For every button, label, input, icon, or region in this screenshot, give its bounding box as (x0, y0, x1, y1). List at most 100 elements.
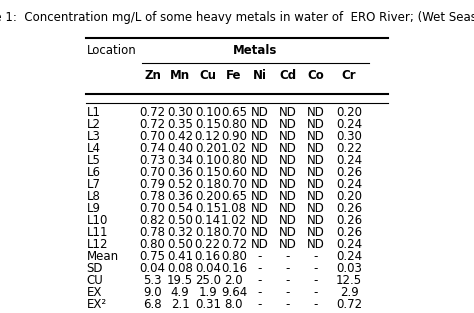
Text: ND: ND (251, 202, 269, 215)
Text: 19.5: 19.5 (167, 274, 193, 287)
Text: 0.04: 0.04 (195, 262, 221, 275)
Text: 0.70: 0.70 (221, 226, 247, 239)
Text: 0.65: 0.65 (221, 190, 247, 203)
Text: 0.08: 0.08 (167, 262, 193, 275)
Text: -: - (285, 298, 290, 310)
Text: 0.78: 0.78 (139, 226, 165, 239)
Text: ND: ND (306, 190, 324, 203)
Text: ND: ND (279, 177, 297, 191)
Text: ND: ND (251, 118, 269, 131)
Text: ND: ND (251, 105, 269, 119)
Text: ND: ND (279, 238, 297, 251)
Text: 0.79: 0.79 (139, 177, 165, 191)
Text: CU: CU (86, 274, 103, 287)
Text: L9: L9 (86, 202, 100, 215)
Text: -: - (258, 298, 262, 310)
Text: 0.03: 0.03 (336, 262, 362, 275)
Text: 0.30: 0.30 (336, 130, 362, 143)
Text: ND: ND (251, 166, 269, 179)
Text: ND: ND (279, 105, 297, 119)
Text: ND: ND (251, 238, 269, 251)
Text: 0.65: 0.65 (221, 105, 247, 119)
Text: L3: L3 (86, 130, 100, 143)
Text: ND: ND (279, 141, 297, 155)
Text: Location: Location (86, 44, 136, 57)
Text: EX²: EX² (86, 298, 107, 310)
Text: -: - (285, 249, 290, 263)
Text: ND: ND (251, 213, 269, 227)
Text: ND: ND (251, 226, 269, 239)
Text: 0.20: 0.20 (336, 105, 362, 119)
Text: 0.36: 0.36 (167, 166, 193, 179)
Text: ND: ND (279, 166, 297, 179)
Text: -: - (258, 249, 262, 263)
Text: 0.40: 0.40 (167, 141, 193, 155)
Text: Cu: Cu (199, 69, 216, 82)
Text: 0.10: 0.10 (195, 105, 221, 119)
Text: 0.26: 0.26 (336, 202, 362, 215)
Text: 2.9: 2.9 (340, 285, 358, 299)
Text: 0.16: 0.16 (195, 249, 221, 263)
Text: L1: L1 (86, 105, 100, 119)
Text: -: - (313, 285, 318, 299)
Text: -: - (258, 274, 262, 287)
Text: 0.42: 0.42 (167, 130, 193, 143)
Text: ND: ND (306, 154, 324, 167)
Text: SD: SD (86, 262, 103, 275)
Text: 2.0: 2.0 (225, 274, 243, 287)
Text: 0.24: 0.24 (336, 249, 362, 263)
Text: Fe: Fe (226, 69, 242, 82)
Text: L12: L12 (86, 238, 108, 251)
Text: 1.9: 1.9 (199, 285, 217, 299)
Text: 5.3: 5.3 (143, 274, 162, 287)
Text: 0.54: 0.54 (167, 202, 193, 215)
Text: 0.04: 0.04 (139, 262, 165, 275)
Text: 0.72: 0.72 (221, 238, 247, 251)
Text: 0.36: 0.36 (167, 190, 193, 203)
Text: ND: ND (306, 141, 324, 155)
Text: 0.26: 0.26 (336, 226, 362, 239)
Text: L10: L10 (86, 213, 108, 227)
Text: Metals: Metals (233, 44, 278, 57)
Text: Ni: Ni (253, 69, 267, 82)
Text: 0.70: 0.70 (139, 130, 165, 143)
Text: 0.22: 0.22 (195, 238, 221, 251)
Text: ND: ND (279, 118, 297, 131)
Text: 0.30: 0.30 (167, 105, 193, 119)
Text: 4.9: 4.9 (171, 285, 190, 299)
Text: 0.75: 0.75 (139, 249, 165, 263)
Text: L4: L4 (86, 141, 100, 155)
Text: L5: L5 (86, 154, 100, 167)
Text: -: - (313, 262, 318, 275)
Text: 0.72: 0.72 (336, 298, 362, 310)
Text: ND: ND (279, 213, 297, 227)
Text: 1.02: 1.02 (221, 141, 247, 155)
Text: L2: L2 (86, 118, 100, 131)
Text: ND: ND (306, 226, 324, 239)
Text: 9.0: 9.0 (143, 285, 162, 299)
Text: Co: Co (307, 69, 324, 82)
Text: Mean: Mean (86, 249, 118, 263)
Text: 0.24: 0.24 (336, 118, 362, 131)
Text: 9.64: 9.64 (221, 285, 247, 299)
Text: 0.80: 0.80 (221, 154, 247, 167)
Text: L8: L8 (86, 190, 100, 203)
Text: -: - (313, 249, 318, 263)
Text: 25.0: 25.0 (195, 274, 221, 287)
Text: 0.16: 0.16 (221, 262, 247, 275)
Text: ND: ND (306, 118, 324, 131)
Text: 0.73: 0.73 (139, 154, 165, 167)
Text: ND: ND (251, 130, 269, 143)
Text: 0.50: 0.50 (167, 238, 193, 251)
Text: 0.18: 0.18 (195, 177, 221, 191)
Text: 0.20: 0.20 (195, 190, 221, 203)
Text: 0.50: 0.50 (167, 213, 193, 227)
Text: 0.26: 0.26 (336, 213, 362, 227)
Text: 0.14: 0.14 (195, 213, 221, 227)
Text: Cd: Cd (279, 69, 296, 82)
Text: L11: L11 (86, 226, 108, 239)
Text: 0.35: 0.35 (167, 118, 193, 131)
Text: 0.22: 0.22 (336, 141, 362, 155)
Text: 0.70: 0.70 (139, 166, 165, 179)
Text: 0.60: 0.60 (221, 166, 247, 179)
